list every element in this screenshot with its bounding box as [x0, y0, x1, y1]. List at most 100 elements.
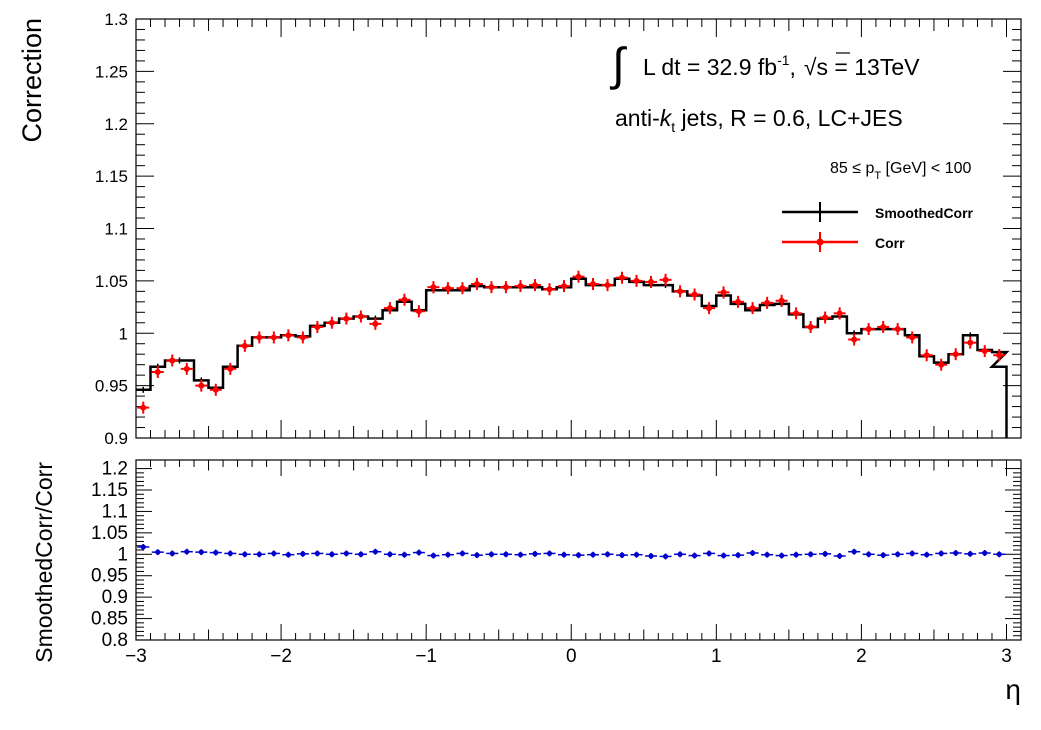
corr-point — [967, 339, 974, 346]
corr-point — [764, 299, 771, 306]
corr-point — [488, 284, 495, 291]
legend-label-smoothedcorr: SmoothedCorr — [875, 205, 974, 221]
bottom-y-tick-label: 0.85 — [91, 609, 128, 630]
ratio-point — [735, 552, 741, 558]
ratio-point — [242, 551, 248, 557]
ratio-point — [213, 549, 219, 556]
top-y-tick-label: 0.95 — [95, 377, 128, 396]
ratio-point — [822, 551, 828, 557]
corr-point — [894, 326, 901, 333]
corr-point — [343, 315, 350, 322]
ratio-point — [503, 551, 509, 557]
corr-point — [981, 348, 988, 355]
corr-point — [778, 297, 785, 304]
corr-point — [923, 352, 930, 359]
corr-point — [386, 305, 393, 312]
jet-k: k — [660, 105, 673, 131]
corr-point — [270, 334, 277, 341]
pt-prefix: 85 ≤ p — [830, 160, 874, 177]
ratio-point — [546, 550, 553, 557]
corr-point — [749, 305, 756, 312]
ratio-point — [445, 552, 451, 558]
corr-point — [154, 369, 161, 376]
ratio-point — [764, 552, 770, 558]
lumi-text: L dt = 32.9 fb — [643, 54, 777, 80]
ratio-point — [314, 550, 320, 557]
ratio-point — [140, 544, 146, 550]
bottom-y-tick-label: 0.8 — [102, 630, 128, 651]
corr-point — [212, 386, 219, 393]
corr-point — [590, 281, 597, 288]
corr-point — [531, 282, 538, 289]
ratio-point — [996, 551, 1002, 557]
corr-point — [546, 286, 553, 293]
smoothedcorr-step-line — [136, 277, 1010, 438]
corr-point — [357, 313, 364, 320]
corr-point — [938, 361, 945, 368]
corr-point — [560, 283, 567, 290]
ratio-point — [532, 551, 538, 557]
corr-point — [880, 323, 887, 330]
x-tick-label: −1 — [415, 646, 437, 667]
ratio-point — [401, 552, 408, 558]
bottom-plot-frame — [135, 459, 1022, 641]
corr-point — [241, 342, 248, 349]
ratio-point — [198, 549, 204, 555]
ratio-point — [619, 552, 625, 558]
corr-point — [473, 281, 480, 288]
corr-point — [444, 285, 451, 292]
bottom-y-tick-label: 1.15 — [91, 480, 128, 501]
corr-point — [909, 334, 916, 341]
ratio-point — [662, 553, 669, 560]
ratio-point — [749, 550, 756, 556]
bottom-y-tick-label: 0.95 — [91, 566, 128, 587]
bottom-y-tick-label: 1.2 — [102, 459, 128, 480]
legend-label-corr: Corr — [875, 235, 905, 251]
corr-point — [256, 334, 263, 341]
pt-annotation: 85 ≤ pT [GeV] < 100 — [830, 160, 971, 182]
bottom-y-tick-label: 1.1 — [102, 501, 128, 522]
corr-point — [662, 276, 669, 283]
corr-point — [328, 319, 335, 326]
bottom-y-tick-label: 0.9 — [102, 587, 128, 608]
corr-point — [793, 310, 800, 317]
corr-point — [517, 283, 524, 290]
x-tick-label: −2 — [270, 646, 292, 667]
ratio-point — [866, 551, 872, 557]
corr-point — [415, 308, 422, 315]
corr-point — [401, 296, 408, 303]
ratio-point — [604, 551, 611, 557]
ratio-point — [793, 552, 799, 558]
corr-point — [706, 305, 713, 312]
pt-sub: T — [874, 170, 881, 182]
bottom-x-tick-labels: −3 −2 −1 0 1 2 3 — [125, 646, 1012, 667]
x-tick-label: 3 — [1001, 646, 1012, 667]
lumi-annotation: L dt = 32.9 fb-1, √s = 13TeV — [643, 52, 920, 80]
ratio-point — [909, 550, 915, 557]
corr-point — [502, 284, 509, 291]
corr-point — [198, 382, 205, 389]
ratio-point — [459, 550, 466, 557]
energy-text: = 13TeV — [828, 54, 920, 80]
sqrt-s: s — [817, 54, 829, 80]
corr-point — [169, 357, 176, 364]
ratio-point — [372, 549, 378, 555]
jet-annotation: anti-kt jets, R = 0.6, LC+JES — [615, 105, 903, 135]
x-tick-label: 2 — [856, 646, 867, 667]
ratio-point — [184, 549, 190, 555]
corr-point — [604, 282, 611, 289]
corr-point — [633, 277, 640, 284]
x-tick-label: 0 — [566, 646, 577, 667]
pt-suffix: [GeV] < 100 — [881, 160, 971, 177]
ratio-point — [924, 552, 930, 558]
ratio-point — [488, 551, 495, 557]
corr-point — [575, 273, 582, 280]
ratio-point — [851, 549, 857, 555]
ratio-point — [880, 552, 886, 558]
lumi-separator: , — [790, 54, 796, 80]
corr-point — [865, 326, 872, 333]
top-y-tick-label: 1.15 — [95, 167, 128, 186]
top-y-tick-label: 1.1 — [104, 220, 128, 239]
bottom-series — [137, 544, 1006, 560]
